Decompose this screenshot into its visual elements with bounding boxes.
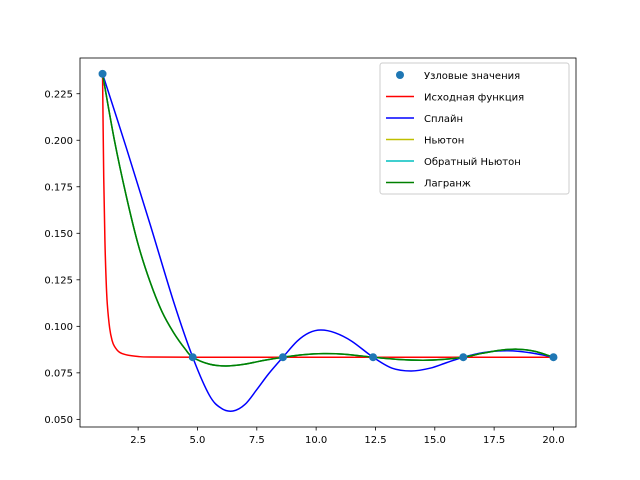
series-line-1 bbox=[101, 73, 554, 358]
legend-label: Лагранж bbox=[424, 178, 471, 189]
y-tick-label: 0.075 bbox=[44, 368, 73, 379]
legend-label: Ньютон bbox=[424, 135, 464, 146]
x-tick-label: 12.5 bbox=[364, 435, 386, 446]
legend-label: Обратный Ньютон bbox=[424, 157, 521, 168]
legend-label: Сплайн bbox=[424, 114, 463, 125]
node-point bbox=[278, 353, 287, 362]
y-tick-label: 0.100 bbox=[44, 322, 73, 333]
legend-box bbox=[379, 62, 570, 195]
nodes-layer bbox=[98, 69, 558, 362]
node-point bbox=[459, 353, 468, 362]
legend-label: Узловые значения bbox=[424, 71, 520, 82]
x-tick-label: 10.0 bbox=[305, 435, 327, 446]
y-tick-label: 0.225 bbox=[44, 89, 73, 100]
legend-marker-nodes bbox=[396, 71, 404, 79]
y-tick-label: 0.150 bbox=[44, 229, 73, 240]
x-tick-label: 5.0 bbox=[190, 435, 206, 446]
x-tick-label: 2.5 bbox=[130, 435, 146, 446]
x-tick-label: 17.5 bbox=[483, 435, 505, 446]
x-tick-label: 20.0 bbox=[542, 435, 564, 446]
x-tick-label: 15.0 bbox=[424, 435, 446, 446]
y-tick-label: 0.175 bbox=[44, 182, 73, 193]
node-point bbox=[369, 353, 378, 362]
legend-label: Исходная функция bbox=[424, 92, 524, 103]
legend: Узловые значения Исходная функция Сплайн Нь… bbox=[379, 62, 570, 195]
x-tick-label: 7.5 bbox=[249, 435, 265, 446]
node-point bbox=[549, 353, 558, 362]
y-tick-label: 0.125 bbox=[44, 275, 73, 286]
axes: 2.5 5.0 7.5 10.0 12.5 15.0 17.5 20.0 0.050 0.075 0… bbox=[44, 57, 577, 446]
node-point bbox=[188, 353, 197, 362]
y-tick-label: 0.200 bbox=[44, 136, 73, 147]
plot-frame bbox=[79, 57, 577, 428]
y-tick-label: 0.050 bbox=[44, 415, 73, 426]
node-point bbox=[98, 69, 107, 78]
